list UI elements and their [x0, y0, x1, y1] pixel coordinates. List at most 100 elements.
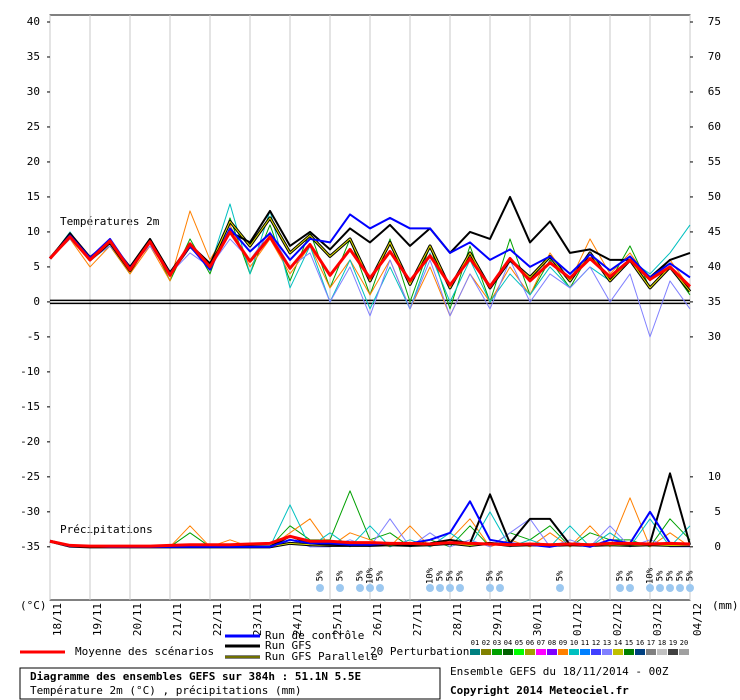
perturbation-swatch [668, 649, 678, 655]
perturbation-swatch [492, 649, 502, 655]
snow-marker [456, 584, 464, 592]
snow-label: 5% [316, 570, 326, 581]
snow-marker [486, 584, 494, 592]
y-tick-label: -10 [20, 365, 40, 378]
y-tick-label: 5 [33, 260, 40, 273]
y2-tick-label: 40 [708, 260, 721, 273]
snowflake-icon [356, 584, 364, 592]
snow-label: 5% [686, 570, 696, 581]
x-tick-label: 19/11 [91, 603, 104, 636]
snow-marker [426, 584, 434, 592]
snowflake-icon [676, 584, 684, 592]
chart-title: Diagramme des ensembles GEFS sur 384h : … [30, 670, 361, 683]
perturbation-swatch [536, 649, 546, 655]
perturbation-number: 02 [482, 639, 490, 647]
perturbation-swatch [646, 649, 656, 655]
perturbation-number: 09 [559, 639, 567, 647]
perturbation-number: 05 [515, 639, 523, 647]
perturbation-swatch [481, 649, 491, 655]
y2-axis-label: (mm) [712, 599, 739, 612]
y-tick-label: 40 [27, 15, 40, 28]
x-tick-label: 28/11 [451, 603, 464, 636]
snow-label: 5% [436, 570, 446, 581]
y2-tick-label: 0 [714, 540, 721, 553]
perturbation-number: 19 [669, 639, 677, 647]
snow-marker [676, 584, 684, 592]
perturbation-swatch [602, 649, 612, 655]
snow-marker [656, 584, 664, 592]
snowflake-icon [446, 584, 454, 592]
perturbation-number: 18 [658, 639, 666, 647]
title-box [19, 667, 441, 700]
perturbation-swatch [635, 649, 645, 655]
perturbation-swatch [580, 649, 590, 655]
snowflake-icon [426, 584, 434, 592]
legend-label: Moyenne des scénarios [75, 645, 214, 658]
perturbation-number: 08 [548, 639, 556, 647]
y-tick-label: 25 [27, 120, 40, 133]
perturbations-label: 20 Perturbations [370, 645, 476, 658]
snow-label: 5% [446, 570, 456, 581]
snow-label: 10% [426, 567, 436, 584]
perturbation-swatch [514, 649, 524, 655]
snowflake-icon [316, 584, 324, 592]
snow-marker [436, 584, 444, 592]
chart-subtitle: Température 2m (°C) , précipitations (mm… [30, 684, 302, 697]
run-info: Ensemble GEFS du 18/11/2014 - 00Z [450, 665, 669, 678]
copyright: Copyright 2014 Meteociel.fr [450, 684, 629, 697]
snowflake-icon [556, 584, 564, 592]
snow-marker [366, 584, 374, 592]
perturbation-number: 03 [493, 639, 501, 647]
perturbation-number: 04 [504, 639, 512, 647]
y-tick-label: -5 [27, 330, 40, 343]
snow-marker [376, 584, 384, 592]
perturbation-number: 12 [592, 639, 600, 647]
x-tick-label: 04/12 [691, 603, 704, 636]
snowflake-icon [626, 584, 634, 592]
snow-marker [446, 584, 454, 592]
snow-label: 5% [666, 570, 676, 581]
y-tick-label: 0 [33, 295, 40, 308]
y2-tick-label: 60 [708, 120, 721, 133]
snow-label: 5% [336, 570, 346, 581]
y2-tick-label: 35 [708, 295, 721, 308]
snow-marker [626, 584, 634, 592]
series-precip-line [49, 534, 691, 548]
x-tick-label: 18/11 [51, 603, 64, 636]
perturbation-swatch [558, 649, 568, 655]
x-tick-label: 22/11 [211, 603, 224, 636]
x-tick-label: 02/12 [611, 603, 624, 636]
legend-label: Run GFS Parallele [265, 650, 378, 663]
snowflake-icon [656, 584, 664, 592]
perturbation-swatch [547, 649, 557, 655]
snow-marker [616, 584, 624, 592]
x-tick-label: 21/11 [171, 603, 184, 636]
x-tick-label: 27/11 [411, 603, 424, 636]
snow-marker [356, 584, 364, 592]
y2-tick-label: 75 [708, 15, 721, 28]
y2-tick-label: 55 [708, 155, 721, 168]
snow-marker [316, 584, 324, 592]
snow-label: 5% [456, 570, 466, 581]
snowflake-icon [666, 584, 674, 592]
y2-tick-label: 30 [708, 330, 721, 343]
snow-label: 10% [366, 567, 376, 584]
perturbation-swatch [613, 649, 623, 655]
perturbation-swatch [525, 649, 535, 655]
y-tick-label: 15 [27, 190, 40, 203]
perturbation-swatch [624, 649, 634, 655]
x-tick-label: 26/11 [371, 603, 384, 636]
perturbation-number: 20 [680, 639, 688, 647]
y-tick-label: -35 [20, 540, 40, 553]
y2-tick-label: 70 [708, 50, 721, 63]
snowflake-icon [436, 584, 444, 592]
snow-label: 5% [556, 570, 566, 581]
snowflake-icon [366, 584, 374, 592]
snowflake-icon [496, 584, 504, 592]
y2-tick-label: 45 [708, 225, 721, 238]
snow-label: 5% [486, 570, 496, 581]
perturbation-number: 07 [537, 639, 545, 647]
x-tick-label: 03/12 [651, 603, 664, 636]
